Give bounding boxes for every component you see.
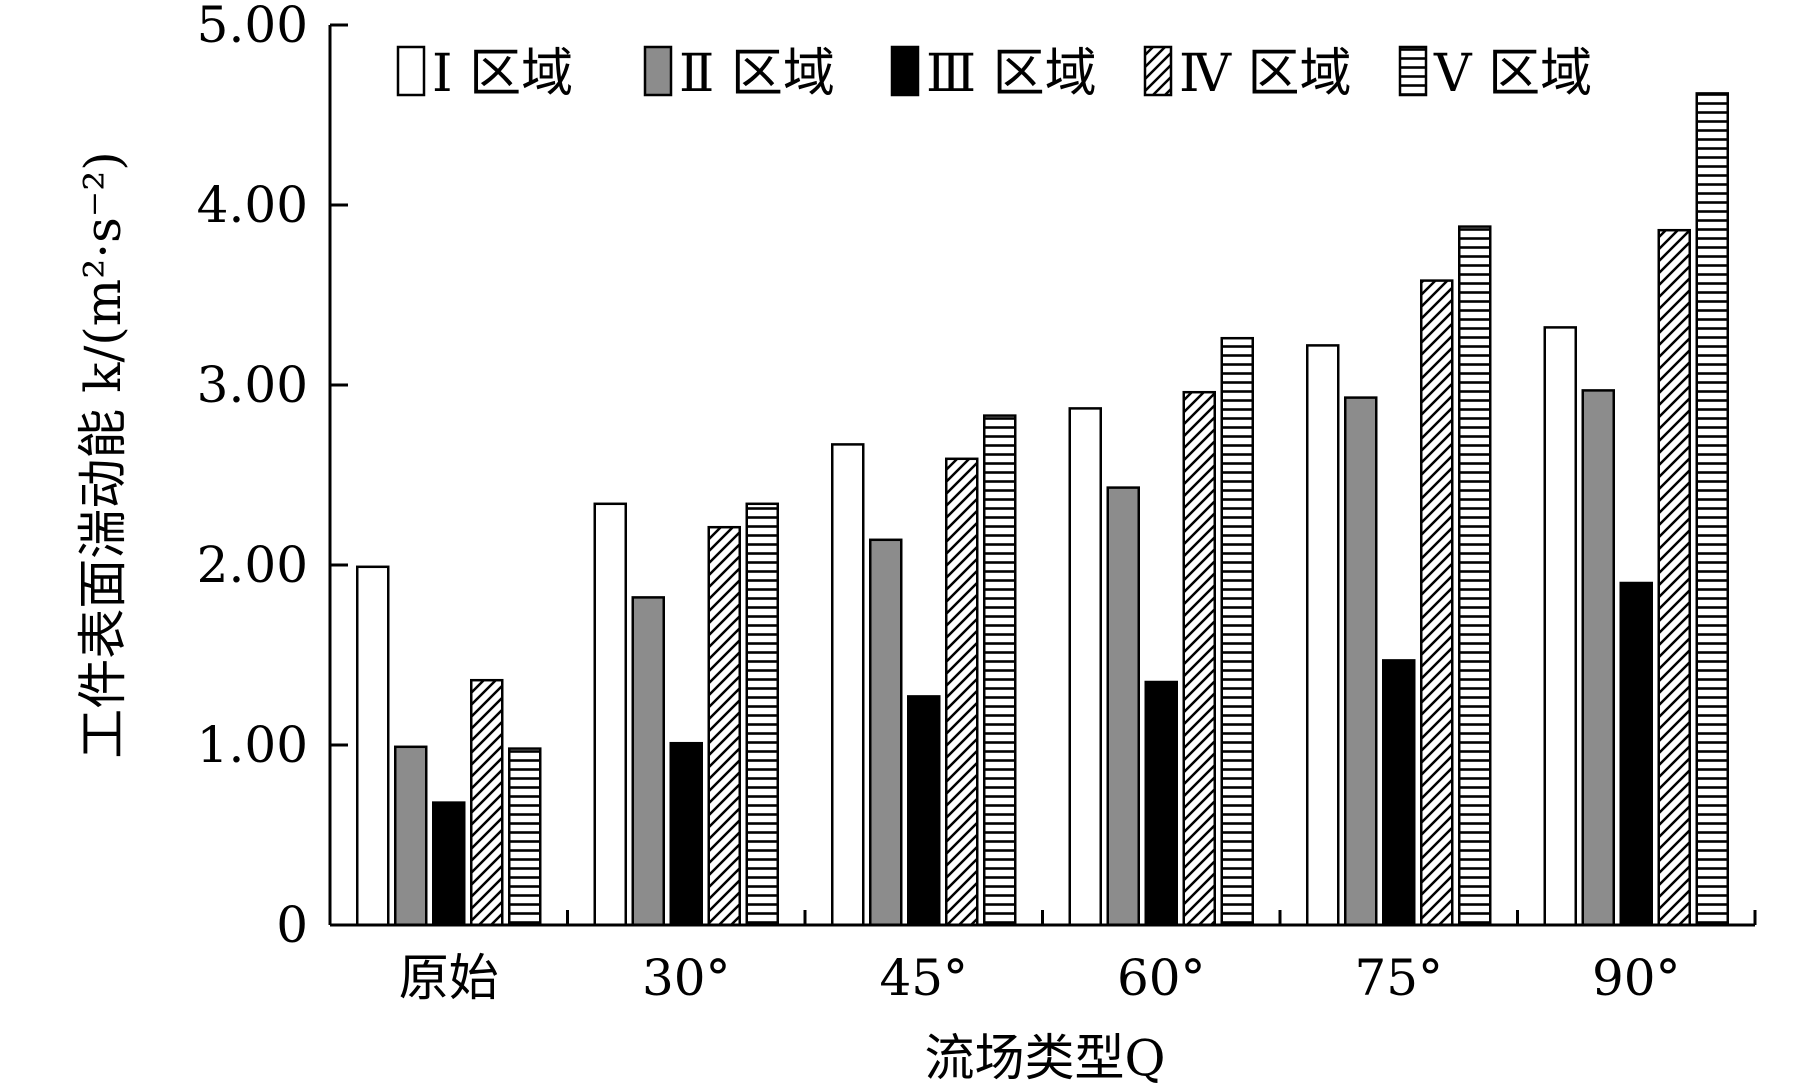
y-tick-label: 4.00	[197, 176, 308, 234]
legend-swatch	[396, 45, 426, 97]
bar-1-1	[356, 565, 390, 927]
bar-2-3	[869, 538, 903, 927]
legend-label: Ⅱ 区域	[679, 44, 835, 104]
bar-2-5	[1344, 396, 1378, 927]
legend-swatch	[890, 45, 920, 97]
bar-5-3	[983, 414, 1017, 927]
bar-1-6	[1543, 326, 1577, 927]
x-tick-label: 60°	[1117, 949, 1206, 1007]
bar-3-5	[1382, 659, 1416, 927]
bar-1-3	[831, 443, 865, 927]
bar-2-4	[1106, 486, 1140, 927]
bar-4-2	[707, 525, 741, 927]
bar-3-3	[907, 695, 941, 927]
bar-4-6	[1657, 228, 1691, 927]
bar-1-5	[1306, 344, 1340, 927]
plot-area: 0 1.00 2.00 3.00 4.00 5.00 原始 30° 45° 60° 75° 90°	[197, 0, 1757, 1007]
bar-2-1	[394, 745, 428, 927]
x-axis-title: 流场类型Q	[925, 1029, 1166, 1087]
x-tick-label: 30°	[642, 949, 731, 1007]
y-tick-label: 0	[276, 896, 308, 954]
legend-swatch	[1398, 45, 1428, 97]
bar-2-2	[631, 596, 665, 927]
y-axis-title: 工件表面湍动能 k/(m²·s⁻²)	[74, 151, 132, 759]
bar-5-1	[508, 747, 542, 927]
bar-3-6	[1619, 581, 1653, 927]
bar-3-1	[432, 801, 466, 927]
x-tick-label: 75°	[1354, 949, 1443, 1007]
bar-1-4	[1068, 407, 1102, 927]
legend-label: Ⅰ 区域	[432, 44, 573, 104]
legend: Ⅰ 区域 Ⅱ 区域 Ⅲ 区域 Ⅳ 区域 Ⅴ 区域	[396, 44, 1592, 104]
legend-swatch	[1143, 45, 1173, 97]
bar-5-4	[1220, 336, 1254, 927]
y-tick-label: 3.00	[197, 356, 308, 414]
bar-3-4	[1144, 680, 1178, 927]
x-tick-label: 原始	[399, 949, 499, 1007]
y-tick-label: 5.00	[197, 0, 308, 54]
bar-5-2	[745, 502, 779, 927]
y-tick-label: 2.00	[197, 536, 308, 594]
bar-2-6	[1581, 389, 1615, 927]
bar-3-2	[669, 741, 703, 927]
legend-label: Ⅴ 区域	[1433, 44, 1592, 104]
y-tick-label: 1.00	[197, 716, 308, 774]
bar-4-5	[1420, 279, 1454, 927]
bar-5-6	[1695, 92, 1729, 927]
bar-1-2	[593, 502, 627, 927]
legend-item-5: Ⅴ 区域	[1398, 44, 1592, 104]
legend-item-2: Ⅱ 区域	[643, 44, 835, 104]
bar-5-5	[1458, 225, 1492, 927]
legend-item-4: Ⅳ 区域	[1143, 44, 1351, 104]
x-tick-label: 90°	[1592, 949, 1681, 1007]
legend-label: Ⅲ 区域	[926, 44, 1097, 104]
legend-swatch	[643, 45, 673, 97]
x-tick-label: 45°	[879, 949, 968, 1007]
bar-4-3	[945, 457, 979, 927]
legend-item-1: Ⅰ 区域	[396, 44, 573, 104]
bar-4-4	[1182, 390, 1216, 927]
bar-4-1	[470, 678, 504, 927]
legend-item-3: Ⅲ 区域	[890, 44, 1097, 104]
legend-label: Ⅳ 区域	[1179, 44, 1351, 104]
